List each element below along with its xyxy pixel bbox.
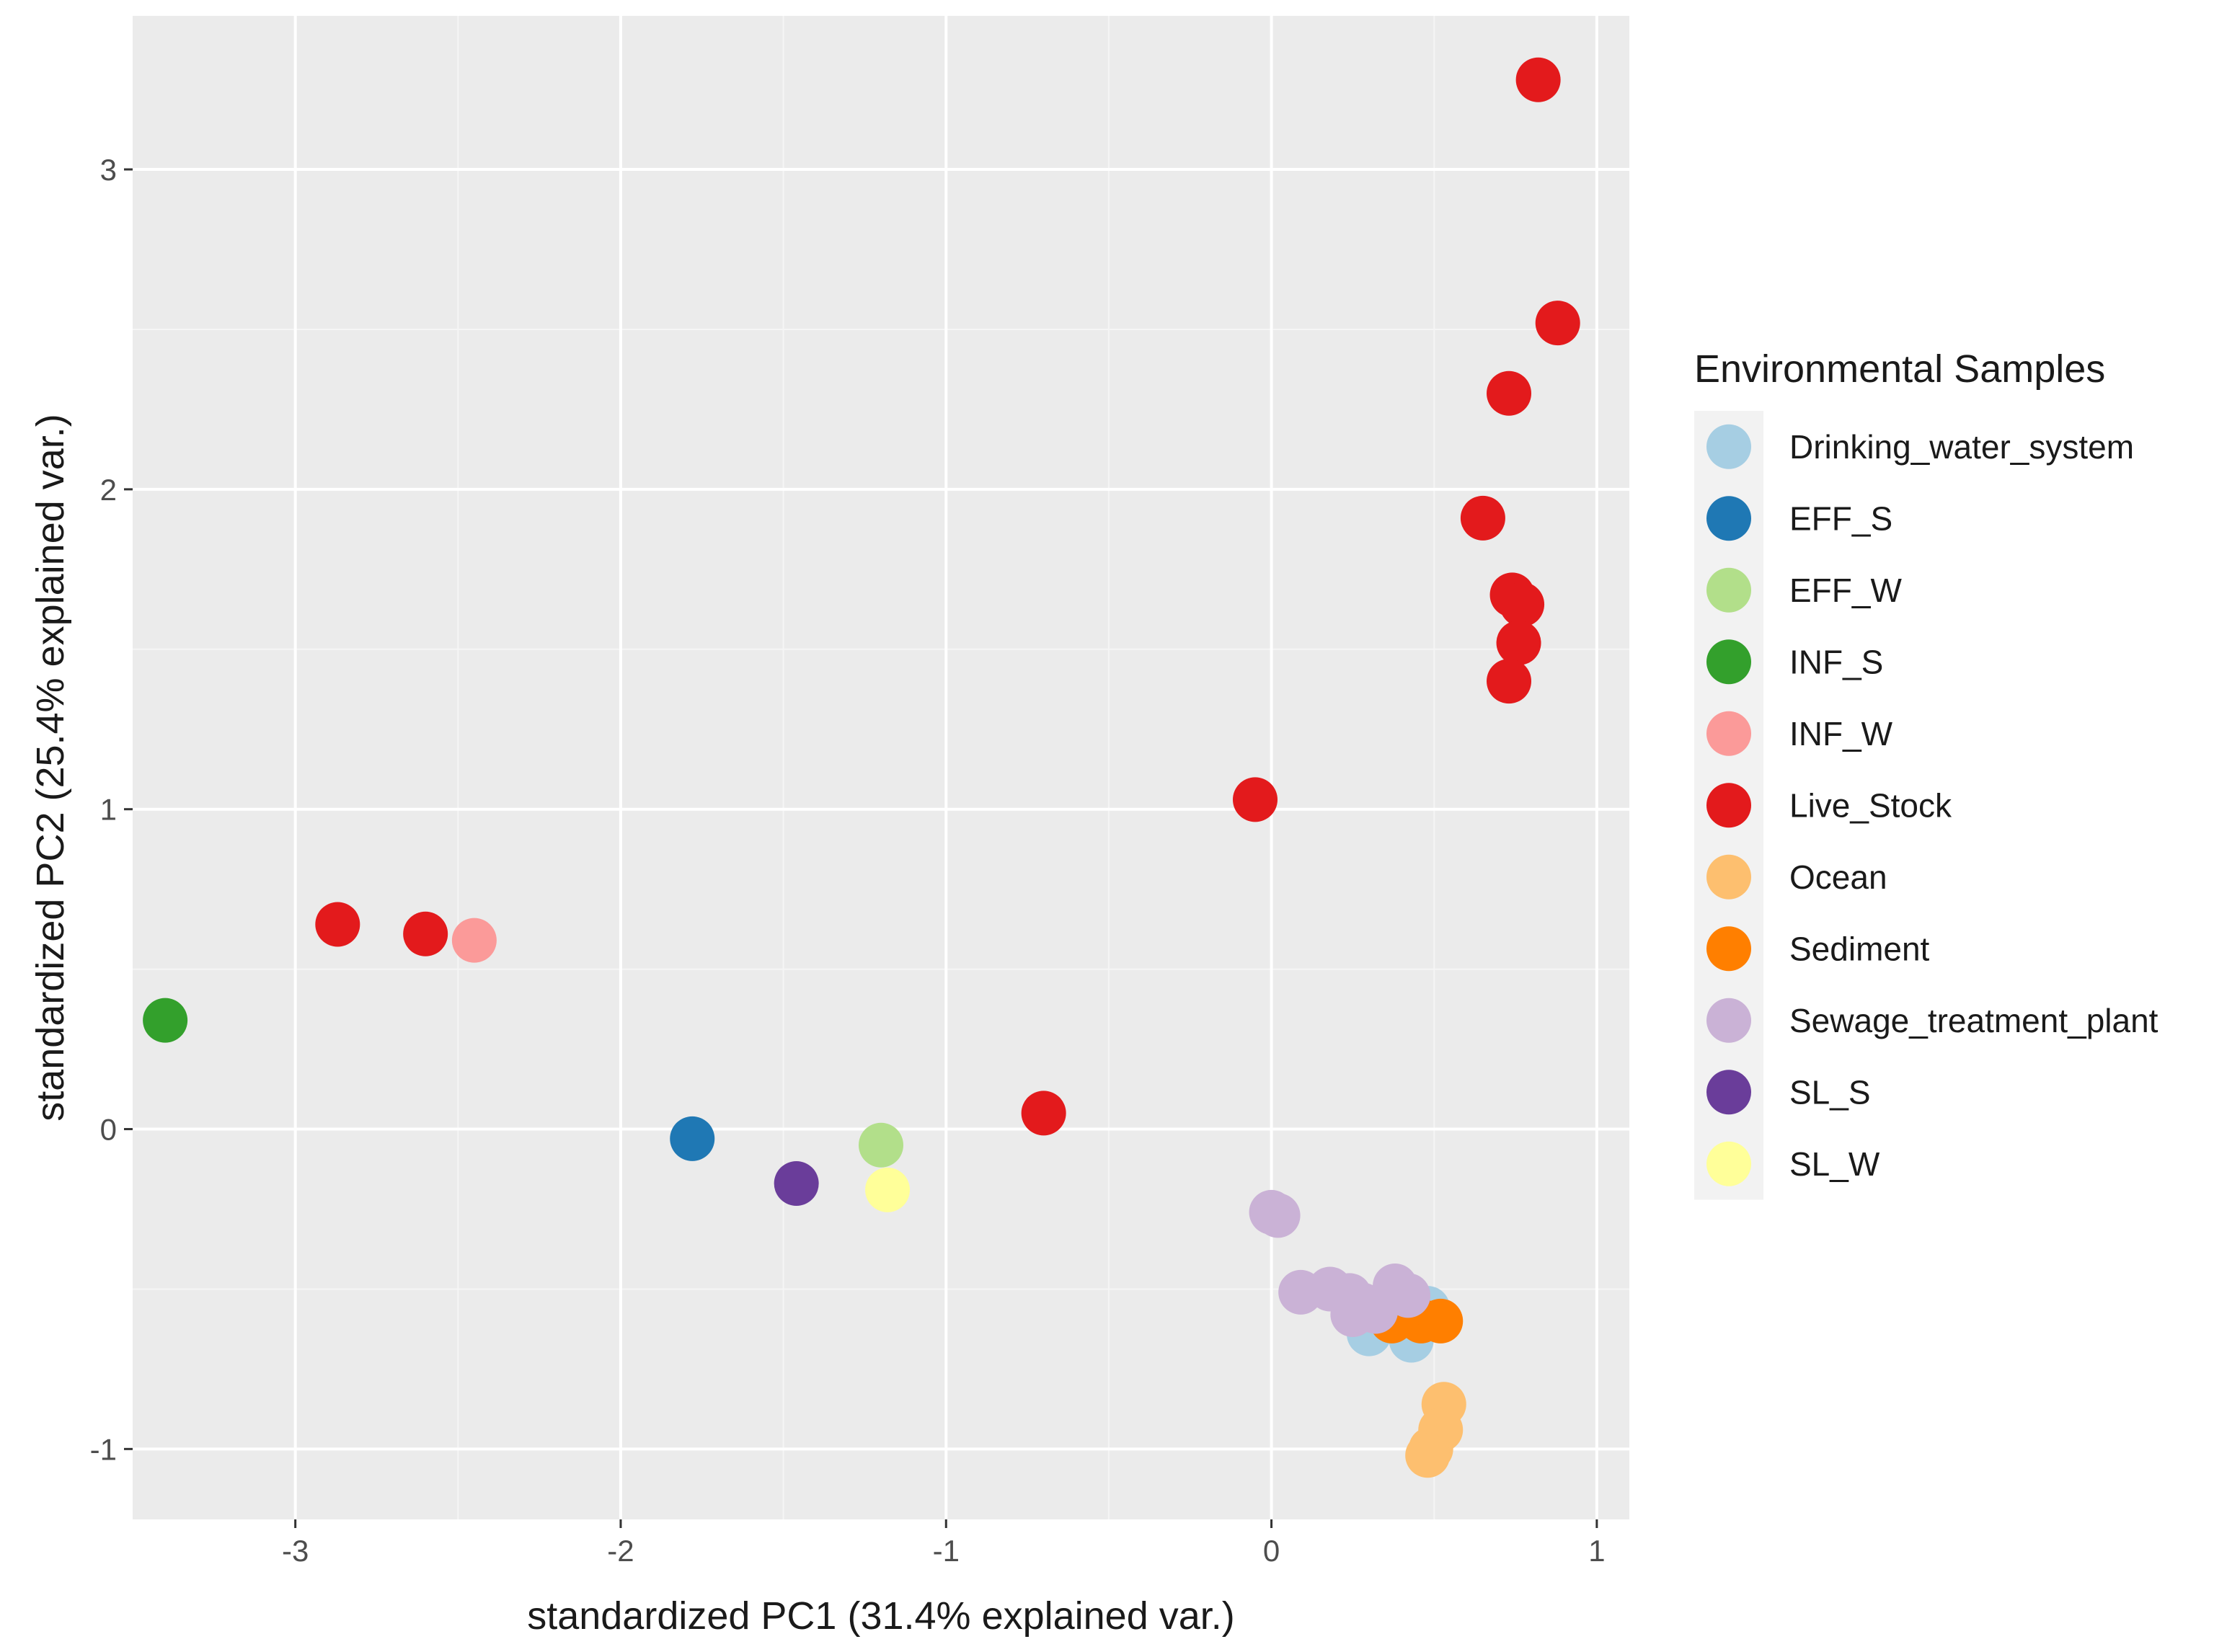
data-point — [1500, 582, 1545, 627]
data-point — [865, 1167, 911, 1212]
plot-panel — [133, 16, 1629, 1519]
y-tick-label: 1 — [100, 793, 117, 827]
x-tick-label: 1 — [1588, 1534, 1605, 1568]
legend-key — [1706, 639, 1751, 685]
legend-key — [1706, 783, 1751, 828]
data-point — [143, 998, 188, 1043]
data-point — [1487, 370, 1532, 416]
legend-key — [1706, 926, 1751, 972]
legend-label: EFF_S — [1789, 499, 1892, 537]
data-point — [1535, 301, 1580, 346]
legend-key — [1706, 711, 1751, 756]
data-point — [1487, 659, 1532, 704]
data-point — [1233, 777, 1278, 822]
x-axis-title: standardized PC1 (31.4% explained var.) — [527, 1594, 1235, 1638]
axis-ticks — [124, 168, 1598, 1528]
legend-label: SL_W — [1789, 1145, 1880, 1183]
legend-key — [1706, 1141, 1751, 1186]
legend-label: SL_S — [1789, 1073, 1871, 1111]
x-tick-label: -1 — [933, 1534, 960, 1568]
data-point — [1021, 1091, 1066, 1136]
y-tick-label: 3 — [100, 153, 117, 187]
data-point — [859, 1122, 903, 1168]
data-point — [1418, 1298, 1464, 1344]
legend-key — [1706, 496, 1751, 541]
legend-label: Live_Stock — [1789, 786, 1952, 824]
legend-label: Ocean — [1789, 858, 1887, 896]
y-tick-label: 2 — [100, 473, 117, 507]
data-points — [143, 57, 1580, 1478]
x-tick-label: -2 — [607, 1534, 634, 1568]
x-tick-label: -3 — [282, 1534, 309, 1568]
legend-title: Environmental Samples — [1694, 347, 2105, 391]
x-tick-label: 0 — [1263, 1534, 1280, 1568]
data-point — [1515, 57, 1561, 102]
legend-key — [1706, 1070, 1751, 1115]
legend-key — [1706, 854, 1751, 900]
data-point — [1255, 1193, 1301, 1238]
legend-key — [1706, 998, 1751, 1043]
data-point — [1386, 1273, 1431, 1318]
legend-label: INF_W — [1789, 715, 1893, 752]
legend: Drinking_water_system EFF_S EFF_W INF_S INF_… — [1694, 411, 2159, 1200]
data-point — [403, 911, 448, 956]
legend-key — [1706, 567, 1751, 613]
data-point — [1405, 1433, 1451, 1478]
y-axis-title: standardized PC2 (25.4% explained var.) — [29, 414, 72, 1122]
data-point — [670, 1116, 715, 1161]
data-point — [774, 1160, 819, 1206]
data-point — [1460, 495, 1505, 541]
legend-label: Sediment — [1789, 930, 1930, 967]
legend-label: EFF_W — [1789, 572, 1902, 609]
legend-label: Drinking_water_system — [1789, 428, 2134, 466]
data-point — [1496, 620, 1541, 665]
legend-label: INF_S — [1789, 643, 1883, 680]
y-tick-label: 0 — [100, 1113, 117, 1147]
data-point — [451, 918, 497, 963]
y-tick-label: -1 — [90, 1432, 117, 1466]
tick-labels: -3 -2 -1 0 1 -1 0 1 2 3 — [90, 153, 1606, 1568]
legend-key — [1706, 424, 1751, 469]
data-point — [315, 902, 360, 947]
legend-label: Sewage_treatment_plant — [1789, 1002, 2159, 1039]
